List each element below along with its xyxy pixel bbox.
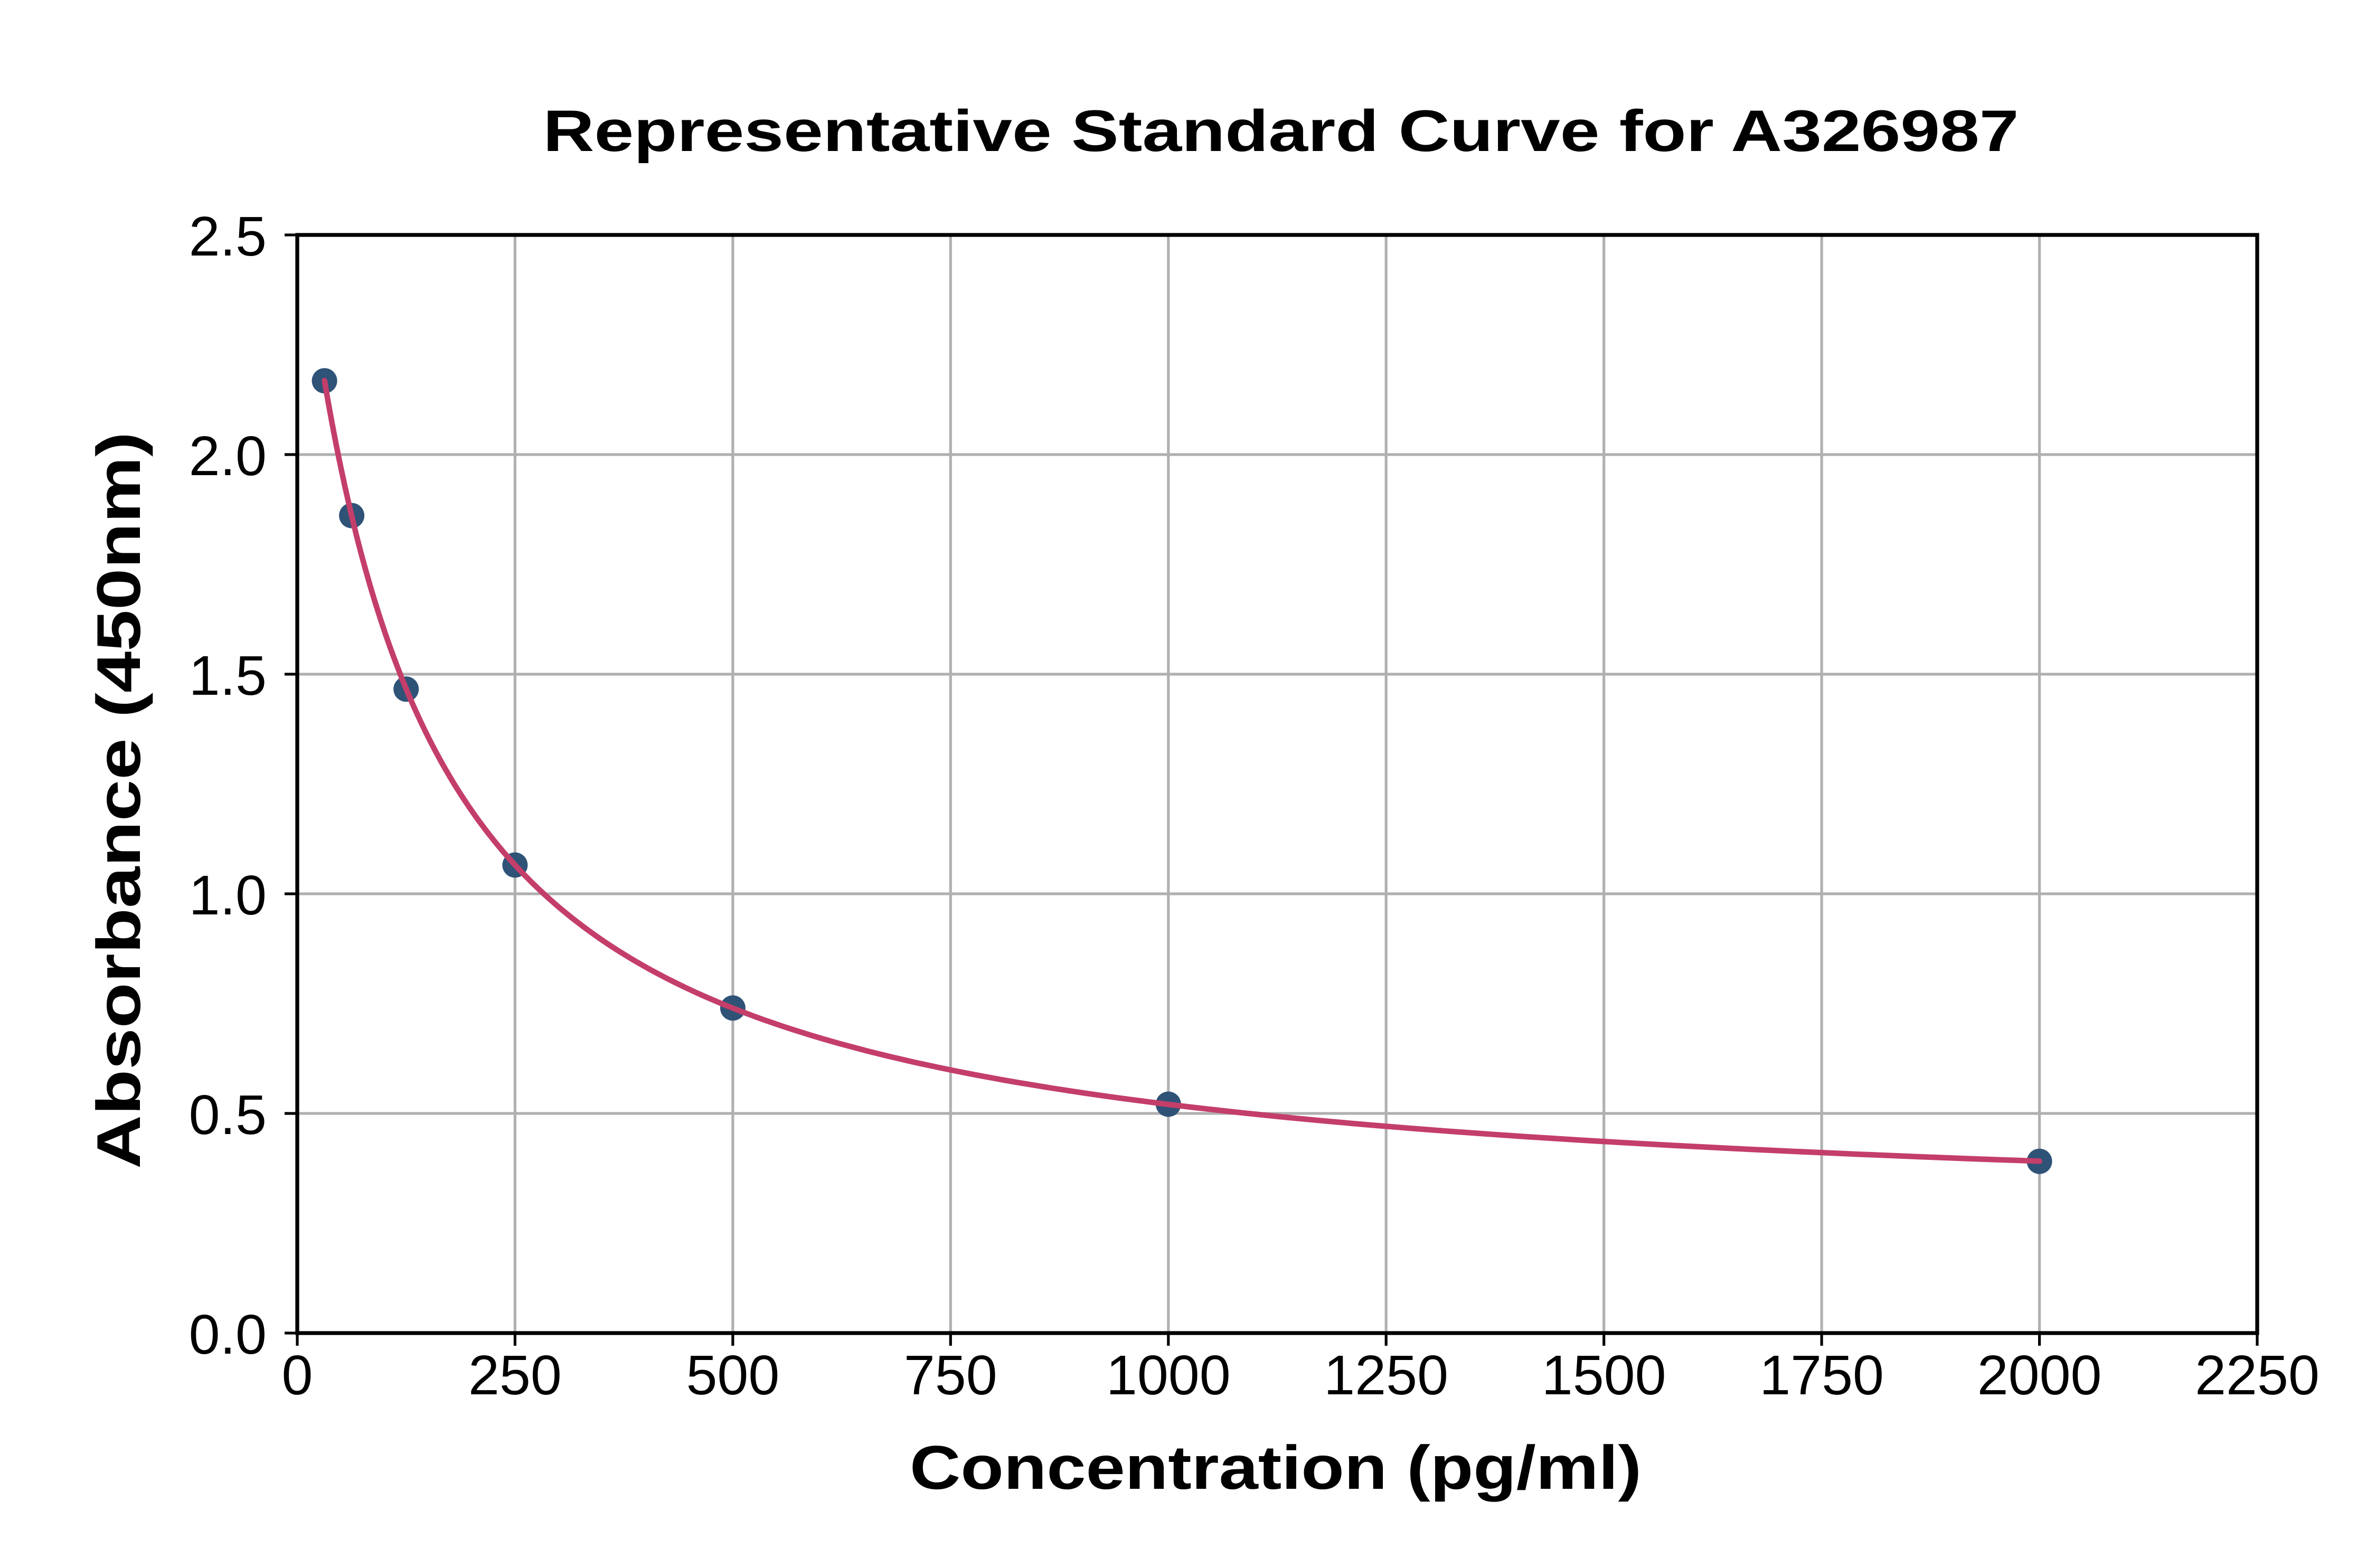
svg-text:Absorbance (450nm): Absorbance (450nm) <box>84 432 153 1169</box>
svg-text:Concentration (pg/ml): Concentration (pg/ml) <box>910 1433 1642 1502</box>
svg-text:Representative Standard Curve: Representative Standard Curve for A32698… <box>543 98 2019 164</box>
svg-text:1250: 1250 <box>1324 1344 1448 1406</box>
svg-text:2.5: 2.5 <box>189 205 267 268</box>
svg-text:2250: 2250 <box>2195 1344 2320 1406</box>
svg-text:0.5: 0.5 <box>189 1084 267 1146</box>
svg-text:750: 750 <box>904 1344 997 1406</box>
svg-text:0.0: 0.0 <box>189 1303 267 1366</box>
svg-text:2.0: 2.0 <box>189 425 267 487</box>
svg-text:0: 0 <box>282 1344 313 1406</box>
svg-text:1000: 1000 <box>1106 1344 1231 1406</box>
svg-text:1500: 1500 <box>1542 1344 1666 1406</box>
svg-text:250: 250 <box>468 1344 562 1406</box>
svg-text:1.5: 1.5 <box>189 645 267 707</box>
svg-text:1.0: 1.0 <box>189 864 267 927</box>
svg-text:1750: 1750 <box>1759 1344 1884 1406</box>
svg-text:500: 500 <box>686 1344 779 1406</box>
svg-text:2000: 2000 <box>1977 1344 2102 1406</box>
